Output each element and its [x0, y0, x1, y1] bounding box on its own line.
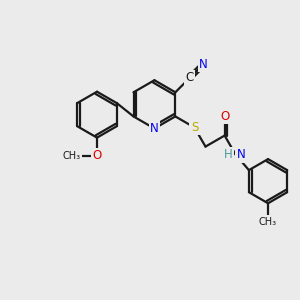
Text: H: H	[224, 148, 233, 161]
Text: N: N	[199, 58, 208, 71]
Text: CH₃: CH₃	[259, 217, 277, 226]
Text: O: O	[220, 110, 229, 123]
Text: C: C	[186, 71, 194, 84]
Text: CH₃: CH₃	[62, 151, 80, 161]
Text: N: N	[237, 148, 245, 161]
Text: N: N	[150, 122, 159, 135]
Text: O: O	[92, 149, 102, 162]
Text: S: S	[191, 121, 198, 134]
